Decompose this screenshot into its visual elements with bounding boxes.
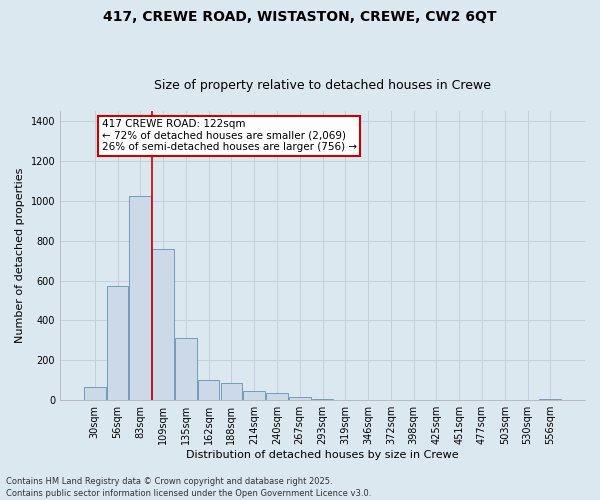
Bar [175,338,197,400]
Bar [221,384,242,400]
Bar [244,391,265,400]
Y-axis label: Number of detached properties: Number of detached properties [15,168,25,344]
Title: Size of property relative to detached houses in Crewe: Size of property relative to detached ho… [154,79,491,92]
Bar [152,248,174,400]
Bar [312,398,334,400]
Bar [539,399,561,400]
Bar [84,388,106,400]
Bar [266,393,288,400]
Text: 417 CREWE ROAD: 122sqm
← 72% of detached houses are smaller (2,069)
26% of semi-: 417 CREWE ROAD: 122sqm ← 72% of detached… [101,119,356,152]
Bar [289,397,311,400]
Bar [107,286,128,400]
Text: 417, CREWE ROAD, WISTASTON, CREWE, CW2 6QT: 417, CREWE ROAD, WISTASTON, CREWE, CW2 6… [103,10,497,24]
Bar [198,380,220,400]
X-axis label: Distribution of detached houses by size in Crewe: Distribution of detached houses by size … [186,450,459,460]
Text: Contains HM Land Registry data © Crown copyright and database right 2025.
Contai: Contains HM Land Registry data © Crown c… [6,476,371,498]
Bar [130,196,151,400]
